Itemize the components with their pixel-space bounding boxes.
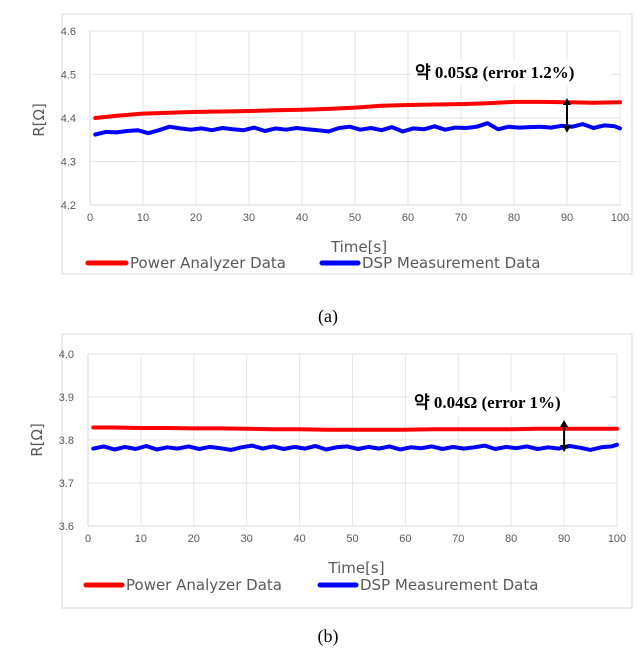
x-tick-label: 70 xyxy=(452,533,464,545)
x-tick-label: 50 xyxy=(349,212,361,224)
annotation-arrow-head-down xyxy=(563,125,571,133)
x-tick-label: 70 xyxy=(455,212,467,224)
y-axis-label: R[Ω] xyxy=(30,103,48,137)
legend-label-power-analyzer: Power Analyzer Data xyxy=(130,254,286,272)
series-line-power-analyzer xyxy=(91,425,619,432)
series-line-dsp-measurement xyxy=(91,442,619,452)
x-tick-label: 10 xyxy=(135,533,147,545)
legend-label-dsp-measurement: DSP Measurement Data xyxy=(362,254,540,272)
chart-frame xyxy=(61,13,633,275)
y-tick-label: 4.4 xyxy=(61,113,76,125)
y-tick-label: 3.8 xyxy=(59,435,74,447)
x-tick-label: 0 xyxy=(87,212,93,224)
x-tick-label: 80 xyxy=(508,212,520,224)
annotation-arrow-head-up xyxy=(560,420,569,427)
x-tick-label: 0 xyxy=(85,533,91,545)
y-axis-label: R[Ω] xyxy=(28,423,46,457)
annotation-arrow-head-up xyxy=(563,98,571,105)
y-tick-label: 3.9 xyxy=(59,392,74,404)
x-tick-label: 50 xyxy=(346,533,358,545)
chart-panel-b: 0 10 20 30 40 50 60 70 80 90 100 3.6 3.7 3.8 3.9 4.0 Tim… xyxy=(28,333,633,647)
y-tick-label: 4.0 xyxy=(59,349,74,361)
x-tick-label: 30 xyxy=(243,212,255,224)
x-tick-label: 80 xyxy=(505,533,517,545)
x-axis-label: Time[s] xyxy=(327,559,384,577)
annotation-background xyxy=(410,391,610,415)
x-tick-label: 40 xyxy=(296,212,308,224)
x-tick-label: 40 xyxy=(293,533,305,545)
annotation-label: 약 0.05Ω (error 1.2%) xyxy=(415,62,574,82)
panel-label: (b) xyxy=(318,626,339,647)
series-line-dsp-measurement xyxy=(93,121,622,137)
legend-label-power-analyzer: Power Analyzer Data xyxy=(126,576,282,594)
chart-frame xyxy=(61,333,633,609)
legend-label-dsp-measurement: DSP Measurement Data xyxy=(360,576,538,594)
y-tick-label: 4.5 xyxy=(61,70,76,82)
chart-panel-a: 0 10 20 30 40 50 60 70 80 90 100 4.2 4.3 4.4 4.5 4.6 Tim… xyxy=(30,13,633,327)
x-tick-label: 60 xyxy=(399,533,411,545)
annotation-arrow-head-down xyxy=(560,445,569,453)
y-tick-label: 4.6 xyxy=(61,26,76,38)
x-axis-label: Time[s] xyxy=(330,238,387,256)
x-tick-label: 90 xyxy=(561,212,573,224)
y-tick-label: 3.7 xyxy=(59,478,74,490)
annotation-background xyxy=(411,61,611,85)
x-tick-label: 100 xyxy=(611,212,629,224)
x-tick-label: 20 xyxy=(190,212,202,224)
x-tick-label: 30 xyxy=(241,533,253,545)
series-line-power-analyzer xyxy=(93,99,622,120)
x-tick-label: 90 xyxy=(558,533,570,545)
y-tick-label: 4.3 xyxy=(61,157,76,169)
panel-label: (a) xyxy=(318,306,338,327)
annotation-label: 약 0.04Ω (error 1%) xyxy=(414,392,561,412)
x-tick-label: 60 xyxy=(402,212,414,224)
x-tick-label: 20 xyxy=(188,533,200,545)
y-tick-label: 4.2 xyxy=(61,200,76,212)
y-tick-label: 3.6 xyxy=(59,521,74,533)
x-tick-label: 100 xyxy=(608,533,626,545)
x-tick-label: 10 xyxy=(137,212,149,224)
